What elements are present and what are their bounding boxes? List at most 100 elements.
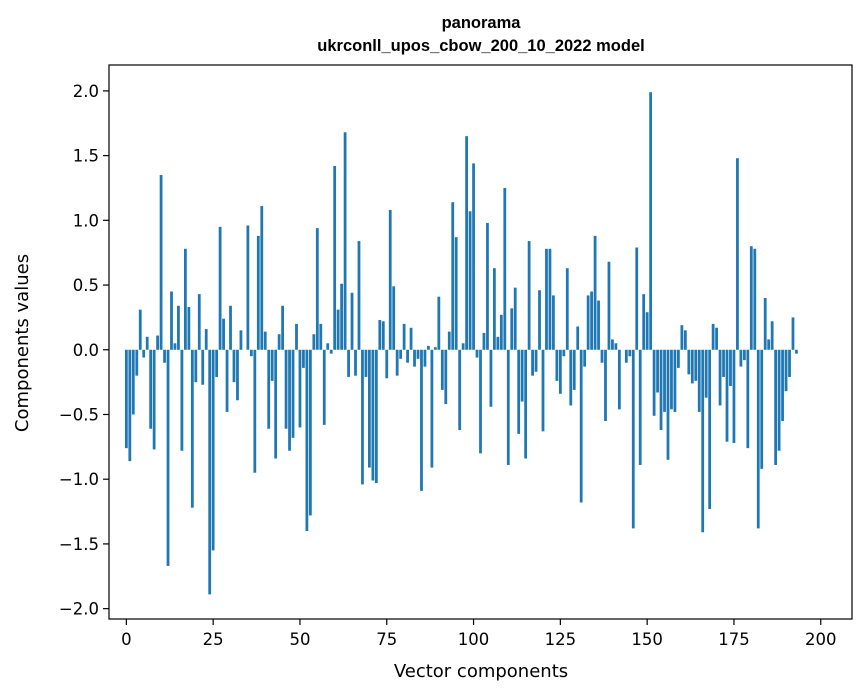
bar-159 [677,349,680,368]
y-tick-label: 1.0 [73,211,99,230]
bar-68 [361,349,364,485]
bar-109 [503,187,507,350]
bar-94 [451,202,455,350]
bar-148 [638,349,642,465]
bar-72 [374,349,378,484]
bar-126 [562,349,566,357]
bar-74 [381,321,385,350]
bar-115 [524,349,528,459]
bar-102 [479,349,482,454]
bar-174 [729,349,732,387]
bar-96 [458,349,462,431]
bar-71 [371,349,375,481]
bar-25 [211,349,215,551]
y-tick-label: −1.0 [59,470,99,489]
bar-146 [631,349,635,529]
bar-63 [343,132,347,350]
bar-173 [725,349,729,442]
x-tick-label: 0 [121,630,132,649]
chart-subtitle: ukrconll_upos_cbow_200_10_2022 model [317,37,644,55]
bar-100 [472,163,475,350]
bar-134 [590,291,593,350]
y-axis-ticks: −2.0 −1.5 −1.0 −0.5 0.0 0.5 1.0 1.5 2.0 [59,82,109,619]
bar-39 [260,206,264,350]
bar-172 [722,349,725,377]
bar-107 [496,336,500,350]
bar-56 [319,323,323,350]
bar-61 [336,309,340,350]
bar-45 [281,305,284,350]
bar-98 [465,136,468,350]
bar-97 [461,343,465,350]
bar-151 [649,92,653,350]
bar-105 [489,349,493,407]
bar-41 [267,349,271,429]
bar-127 [565,268,569,350]
bar-64 [347,349,350,377]
y-tick-label: 0.0 [73,341,99,360]
bar-182 [756,349,760,529]
bar-156 [666,349,670,460]
bar-66 [354,349,357,376]
bar-3 [135,349,139,376]
bar-31 [232,349,236,383]
bar-136 [597,300,600,350]
bar-12 [166,349,170,566]
x-tick-label: 150 [631,630,663,649]
bar-49 [295,323,298,350]
bar-47 [288,349,291,451]
bar-27 [218,226,222,350]
bar-18 [187,307,191,350]
bar-75 [385,349,389,379]
bar-24 [208,349,212,595]
bar-22 [201,349,205,385]
bar-36 [249,349,253,357]
x-tick-label: 200 [805,630,837,649]
y-tick-label: 1.5 [73,147,99,166]
y-tick-label: −0.5 [59,405,99,424]
bar-108 [499,314,503,350]
bar-1 [128,349,132,462]
bar-187 [774,349,778,465]
bar-38 [256,235,260,350]
bar-171 [718,349,722,406]
bar-35 [246,225,250,350]
bar-20 [194,349,198,383]
bar-164 [694,349,698,381]
bar-21 [197,294,201,350]
bar-58 [326,343,330,350]
bar-78 [395,349,399,376]
bar-69 [364,349,368,377]
x-axis-ticks: 0 25 50 75 100 125 150 175 200 [121,619,837,649]
bar-62 [340,283,344,350]
bar-30 [229,305,232,350]
bar-158 [673,349,677,412]
bar-189 [781,349,784,421]
bar-160 [680,325,684,350]
bar-73 [378,320,382,350]
bar-144 [624,349,628,363]
x-axis-label: Vector components [394,661,568,682]
bar-77 [392,286,396,350]
bar-165 [697,349,701,412]
y-axis-label: Components values [12,254,33,432]
bar-141 [614,343,618,350]
bar-193 [795,349,798,354]
x-tick-label: 75 [376,630,397,649]
bar-103 [482,332,486,350]
bar-57 [322,349,326,425]
bar-120 [541,349,545,432]
bar-153 [656,349,659,393]
bar-40 [263,331,267,350]
y-tick-label: −1.5 [59,535,99,554]
bar-119 [538,290,541,350]
bar-169 [711,323,715,350]
bar-124 [555,349,559,381]
bar-191 [788,349,791,377]
bar-37 [253,349,257,473]
bar-81 [406,349,409,363]
bar-167 [704,349,708,398]
bar-60 [333,165,337,350]
bar-99 [468,211,472,350]
